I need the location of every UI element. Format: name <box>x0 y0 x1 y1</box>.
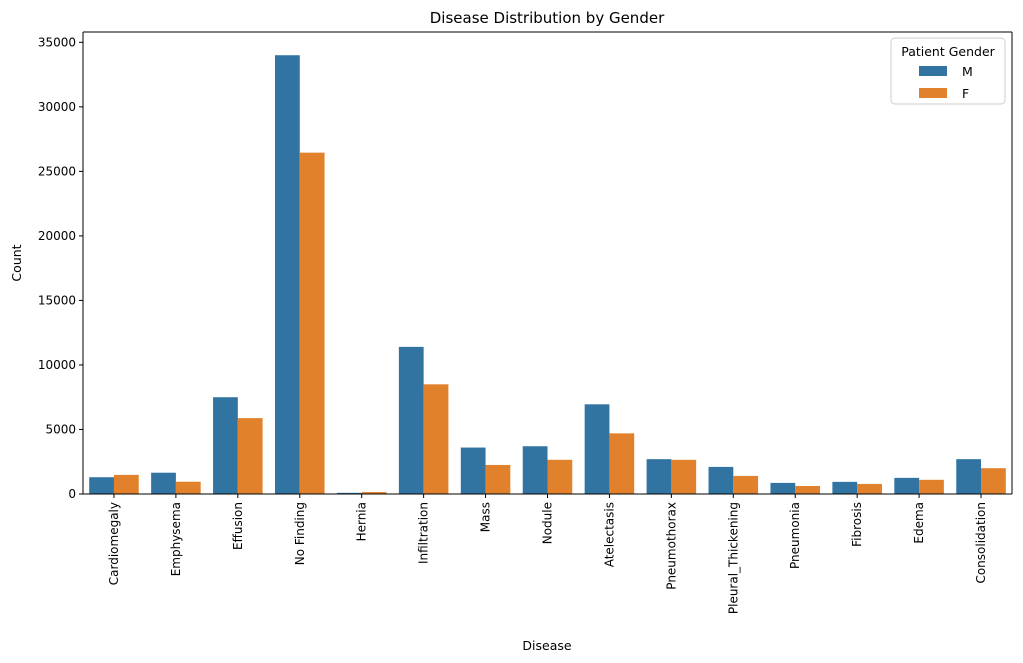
bar-f-pneumonia <box>795 486 820 494</box>
x-tick-label-consolidation: Consolidation <box>974 502 988 584</box>
bar-m-consolidation <box>956 459 982 494</box>
x-tick-label-no-finding: No Finding <box>293 502 307 565</box>
bar-f-effusion <box>237 418 263 494</box>
y-tick-label: 5000 <box>45 422 76 436</box>
bar-m-emphysema <box>151 472 176 494</box>
bar-f-edema <box>919 479 944 494</box>
legend: Patient Gender M F <box>890 37 1006 105</box>
legend-title: Patient Gender <box>901 44 995 59</box>
bar-m-edema <box>894 477 920 494</box>
y-axis: 0 5000 10000 15000 20000 25000 30000 35000 <box>38 35 83 501</box>
bars-group <box>89 55 1006 494</box>
bar-m-atelectasis <box>584 404 610 494</box>
bar-f-atelectasis <box>609 433 635 494</box>
bar-m-infiltration <box>398 346 424 494</box>
x-tick-label-cardiomegaly: Cardiomegaly <box>107 502 121 585</box>
x-tick-label-effusion: Effusion <box>231 502 245 550</box>
bar-m-effusion <box>213 397 238 494</box>
bar-m-mass <box>460 447 486 494</box>
bar-m-cardiomegaly <box>89 477 114 494</box>
legend-label-f: F <box>962 86 969 101</box>
bar-f-fibrosis <box>857 483 882 494</box>
bar-f-hernia <box>361 492 387 494</box>
x-tick-label-edema: Edema <box>912 502 926 544</box>
bar-f-pneumothorax <box>671 459 697 494</box>
chart-title: Disease Distribution by Gender <box>430 9 665 27</box>
y-tick-label: 35000 <box>38 35 76 49</box>
x-axis: Cardiomegaly Emphysema Effusion No Finding H… <box>107 494 988 614</box>
bar-m-hernia <box>336 492 362 494</box>
x-tick-label-pneumonia: Pneumonia <box>788 502 802 569</box>
x-tick-label-pleural-thickening: Pleural_Thickening <box>726 502 740 614</box>
legend-frame <box>890 37 1006 105</box>
bar-m-no-finding <box>274 55 300 494</box>
bar-m-pneumothorax <box>646 459 672 494</box>
bar-f-emphysema <box>175 481 201 494</box>
bar-f-nodule <box>547 459 573 494</box>
bar-f-infiltration <box>423 384 449 494</box>
y-tick-label: 20000 <box>38 229 76 243</box>
x-tick-label-pneumothorax: Pneumothorax <box>664 502 678 590</box>
bar-f-pleural-thickening <box>733 475 759 494</box>
y-axis-title: Count <box>9 244 24 281</box>
bar-f-consolidation <box>981 468 1006 494</box>
x-tick-label-atelectasis: Atelectasis <box>602 502 616 567</box>
y-tick-label: 30000 <box>38 100 76 114</box>
x-tick-label-fibrosis: Fibrosis <box>850 502 864 547</box>
x-tick-label-hernia: Hernia <box>355 502 369 541</box>
x-axis-title: Disease <box>522 638 571 653</box>
bar-m-pneumonia <box>770 482 796 494</box>
x-tick-label-mass: Mass <box>479 502 493 532</box>
x-tick-label-emphysema: Emphysema <box>169 502 183 576</box>
x-tick-label-infiltration: Infiltration <box>417 502 431 564</box>
bar-f-no-finding <box>299 152 325 494</box>
x-tick-label-nodule: Nodule <box>541 502 555 544</box>
legend-swatch-m <box>919 66 947 76</box>
y-tick-label: 25000 <box>38 164 76 178</box>
y-tick-label: 10000 <box>38 358 76 372</box>
bar-m-nodule <box>522 446 548 494</box>
y-tick-label: 0 <box>68 487 76 501</box>
bar-m-pleural-thickening <box>708 466 734 494</box>
bar-f-mass <box>485 464 511 494</box>
legend-swatch-f <box>919 88 947 98</box>
y-tick-label: 15000 <box>38 293 76 307</box>
legend-label-m: M <box>962 64 973 79</box>
bar-f-cardiomegaly <box>113 474 139 494</box>
bar-m-fibrosis <box>832 481 858 494</box>
